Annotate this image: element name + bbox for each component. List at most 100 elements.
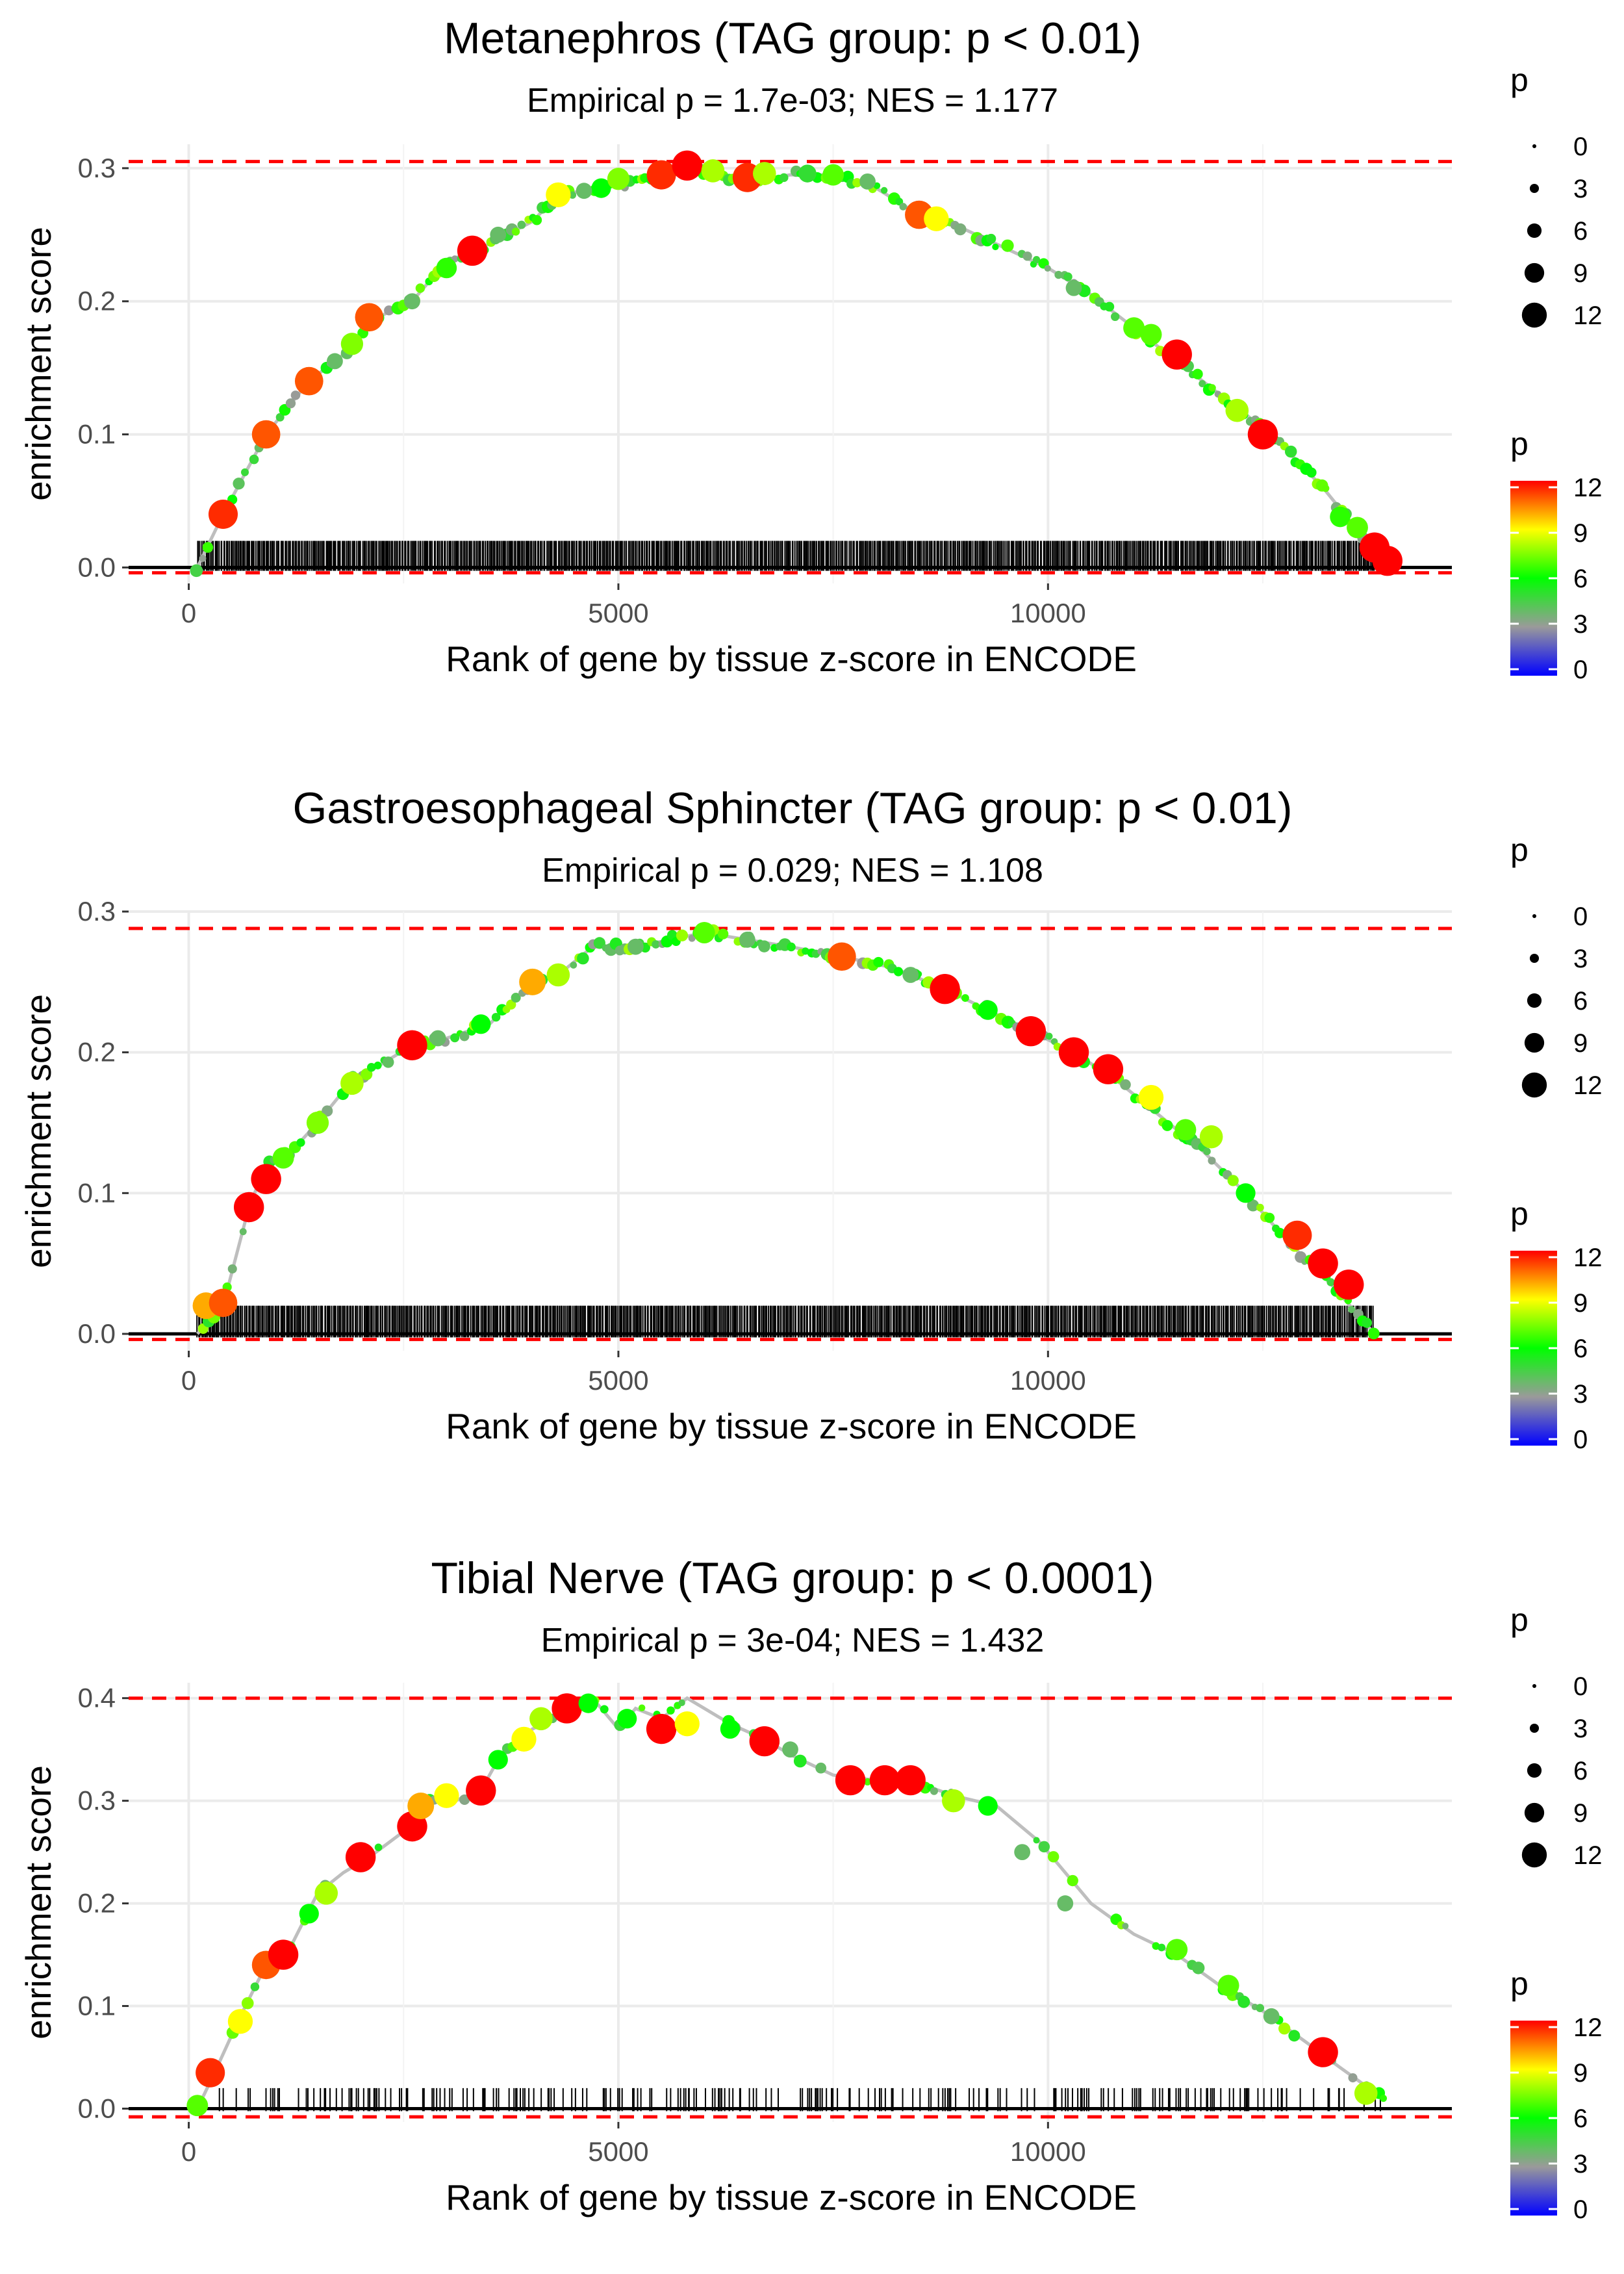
color-legend-label: 9 — [1573, 519, 1588, 548]
gene-point — [511, 1726, 537, 1752]
gene-point — [1199, 380, 1206, 387]
size-legend-swatch — [1527, 993, 1542, 1008]
gene-point — [1140, 324, 1162, 346]
gene-point — [457, 235, 488, 266]
size-legend-swatch — [1529, 1723, 1540, 1733]
gene-point — [1067, 1874, 1078, 1887]
gene-point — [1038, 1841, 1050, 1853]
gene-point — [1236, 1183, 1256, 1203]
chart-subtitle: Empirical p = 1.7e-03; NES = 1.177 — [527, 82, 1058, 120]
size-legend-swatch — [1521, 302, 1547, 328]
gene-point — [511, 227, 520, 236]
color-legend: p 12 9 6 3 0 — [1510, 1195, 1603, 1454]
gene-point — [227, 2009, 253, 2034]
y-tick-label: 0.1 — [78, 1177, 116, 1208]
gene-point — [290, 390, 301, 400]
gene-point — [1123, 317, 1145, 339]
gene-point — [1047, 1851, 1059, 1863]
gene-point — [835, 1765, 866, 1796]
gene-point — [869, 1765, 900, 1796]
gene-point — [1263, 2008, 1280, 2025]
gene-point — [1057, 1895, 1074, 1911]
gene-point — [190, 564, 203, 578]
gene-point — [1308, 1248, 1338, 1279]
gene-point — [652, 940, 660, 949]
gene-point — [511, 992, 521, 1003]
y-tick-label: 0.3 — [78, 153, 116, 183]
gene-point — [717, 928, 729, 939]
gene-point — [1278, 2023, 1291, 2035]
y-axis-title: enrichment score — [18, 994, 58, 1268]
x-tick-label: 10000 — [1010, 1365, 1086, 1396]
gene-point — [268, 1939, 299, 1970]
gene-point — [355, 303, 384, 332]
gene-point — [239, 1228, 247, 1236]
color-legend-label: 0 — [1573, 2195, 1588, 2224]
gene-point — [340, 1071, 364, 1095]
gene-point — [753, 162, 776, 185]
gene-point — [531, 215, 542, 225]
gene-point — [436, 257, 457, 279]
gene-point — [942, 1789, 965, 1813]
size-legend-swatch — [1529, 183, 1540, 194]
gene-point — [299, 1904, 319, 1924]
gene-point — [1022, 251, 1032, 261]
gene-point — [1138, 1084, 1164, 1110]
size-legend-label: 6 — [1573, 217, 1588, 246]
gene-point — [466, 1775, 496, 1806]
y-axis-title: enrichment score — [18, 1765, 58, 2039]
gene-point — [782, 1741, 798, 1758]
x-tick-label: 5000 — [588, 598, 648, 628]
size-legend: p 0 3 6 9 12 — [1510, 832, 1603, 1100]
x-tick-label: 10000 — [1010, 2136, 1086, 2167]
gene-point — [739, 931, 755, 948]
gene-point — [240, 468, 249, 476]
gene-point — [1203, 1147, 1211, 1155]
color-legend-label: 9 — [1573, 1289, 1588, 1318]
gene-points — [208, 150, 1402, 576]
gene-point — [1065, 279, 1082, 296]
gene-point — [688, 934, 696, 942]
gene-point — [251, 420, 281, 449]
gene-point — [196, 2058, 225, 2088]
color-legend-title: p — [1510, 1965, 1529, 2002]
gene-point — [1208, 1156, 1216, 1165]
gene-point — [924, 206, 949, 231]
y-tick-label: 0.1 — [78, 419, 116, 450]
gene-point — [1058, 1037, 1089, 1067]
gene-point — [233, 1192, 264, 1223]
gene-point — [1380, 2095, 1388, 2102]
gene-point — [340, 333, 364, 355]
gene-point — [1367, 1327, 1380, 1340]
gene-point — [992, 243, 999, 251]
size-legend-swatch — [1524, 1802, 1545, 1823]
gene-point — [779, 173, 789, 183]
gene-point — [186, 2095, 209, 2117]
gene-point — [546, 963, 570, 987]
gene-point — [314, 1881, 338, 1905]
size-legend-title: p — [1510, 62, 1529, 98]
color-legend-label: 12 — [1573, 1244, 1603, 1272]
gene-point — [490, 226, 507, 243]
gene-point — [1161, 339, 1192, 370]
gene-point — [434, 1783, 459, 1808]
gene-point — [672, 150, 702, 181]
gene-point — [978, 1000, 998, 1020]
gene-point — [793, 1754, 807, 1768]
gene-point — [880, 186, 888, 194]
x-tick-label: 0 — [181, 1365, 196, 1396]
chart-title: Gastroesophageal Sphincter (TAG group: p… — [292, 784, 1292, 833]
gene-point — [873, 956, 884, 967]
size-legend-label: 3 — [1573, 175, 1588, 203]
size-legend-swatch — [1521, 1072, 1547, 1098]
gene-point — [327, 353, 343, 370]
size-legend-title: p — [1510, 832, 1529, 868]
gene-point — [1347, 517, 1368, 539]
gene-point — [593, 937, 605, 949]
enrichment-curve — [196, 930, 1376, 1335]
gene-point — [758, 940, 770, 952]
gene-point — [678, 1699, 685, 1706]
y-tick-label: 0.0 — [78, 552, 116, 582]
gene-points — [192, 922, 1364, 1320]
enrichment-curve — [196, 164, 1385, 568]
